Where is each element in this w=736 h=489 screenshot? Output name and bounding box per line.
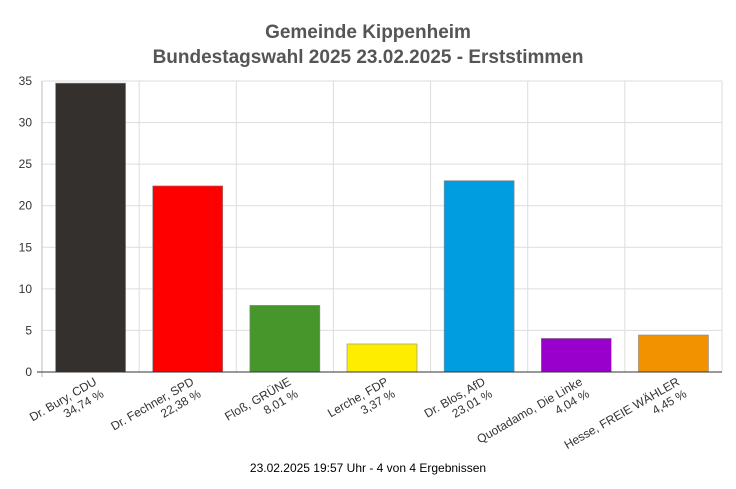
chart-title: Gemeinde Kippenheim [265,22,471,43]
x-category-label: Dr. Fechner, SPD22,38 % [108,374,203,445]
x-category-label: Dr. Blos, AfD23,01 % [422,374,495,432]
x-category-label: Dr. Bury, CDU34,74 % [27,374,106,436]
bar [249,305,321,373]
bar [152,185,224,373]
bar [346,343,418,373]
footer-status: 23.02.2025 19:57 Uhr - 4 von 4 Ergebniss… [249,461,487,475]
x-category-label: Floß, GRÜNE8,01 % [222,374,300,435]
y-tick-label: 15 [19,240,33,254]
y-tick-label: 5 [25,323,32,337]
y-tick-label: 20 [19,199,33,213]
y-tick-label: 30 [19,116,33,130]
y-tick-label: 35 [19,74,33,88]
x-category-label: Lerche, FDP3,37 % [325,374,398,432]
bar [638,334,709,373]
y-tick-label: 0 [25,365,32,379]
y-tick-label: 10 [19,282,33,296]
bar [55,82,126,373]
y-tick-label: 25 [19,157,33,171]
chart-subtitle: Bundestagswahl 2025 23.02.2025 - Erststi… [152,47,584,68]
bar [443,180,515,373]
bar [540,338,612,373]
